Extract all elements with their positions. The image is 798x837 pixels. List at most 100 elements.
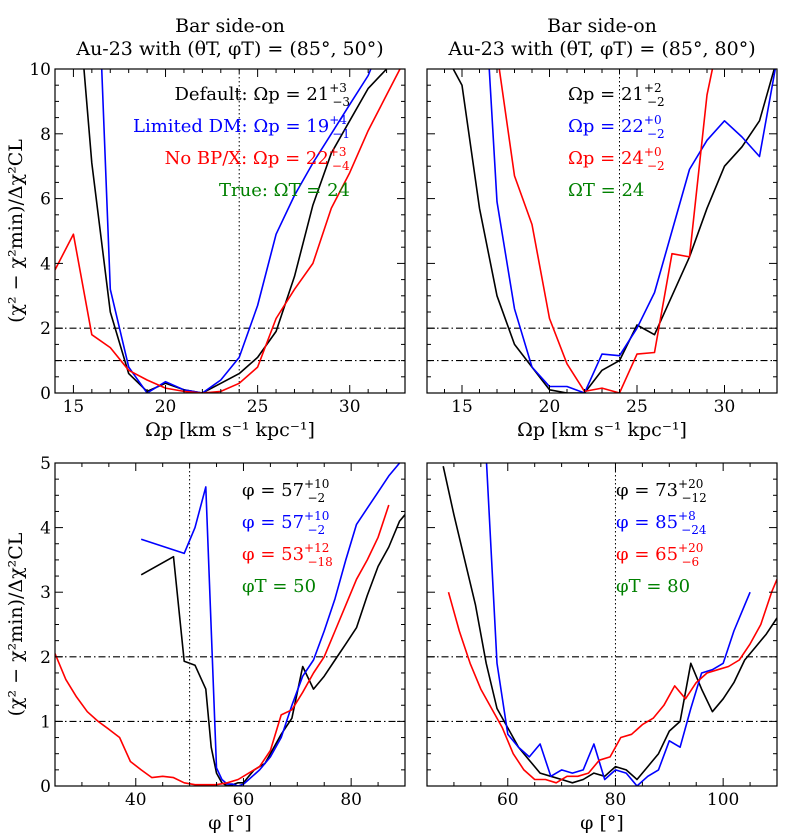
x-tick-label: 15 bbox=[63, 397, 85, 417]
annotation-1: φ = 57+10 −2 bbox=[242, 509, 329, 537]
series-line-default bbox=[83, 69, 388, 393]
annotation-upper-error: +3 bbox=[329, 81, 347, 95]
annotation-lower-error: −12 bbox=[681, 491, 706, 505]
annotation-lower-error: −1 bbox=[332, 127, 350, 141]
x-tick-label: 80 bbox=[605, 790, 627, 810]
title-top-left-1: Bar side-on bbox=[175, 15, 285, 37]
x-tick-label: 30 bbox=[714, 397, 736, 417]
series-line-limited-dm bbox=[140, 463, 401, 786]
series-group bbox=[55, 69, 401, 393]
annotation-2: φ = 53+12 −18 bbox=[242, 541, 333, 569]
annotation-upper-error: +0 bbox=[644, 113, 662, 127]
y-tick-label: 4 bbox=[40, 254, 51, 274]
annotation-upper-error: +3 bbox=[329, 145, 347, 159]
y-tick-label: 2 bbox=[40, 319, 51, 339]
annotation-value: φ = 57 bbox=[242, 480, 304, 501]
annotation-value: φT = 50 bbox=[242, 576, 316, 597]
series-line-default bbox=[140, 514, 405, 786]
annotation-1: φ = 85+8 −24 bbox=[616, 509, 707, 537]
y-tick-label: 8 bbox=[40, 125, 51, 145]
series-line-no-bp-x bbox=[447, 578, 777, 784]
x-tick-label: 25 bbox=[247, 397, 269, 417]
y-tick-label: 5 bbox=[40, 454, 51, 474]
series-line-no-bp-x bbox=[55, 69, 401, 393]
x-tick-label: 80 bbox=[340, 790, 362, 810]
annotation-upper-error: +12 bbox=[304, 541, 329, 555]
series-line-no-bp-x bbox=[55, 504, 390, 786]
annotation-0: Default: Ωp = 21+3 −3 bbox=[175, 81, 351, 109]
axes-frame bbox=[54, 462, 406, 787]
annotation-upper-error: +8 bbox=[678, 509, 696, 523]
annotation-0: Ωp = 21+2 −2 bbox=[568, 81, 665, 109]
annotation-1: Limited DM: Ωp = 19+4 −1 bbox=[133, 113, 350, 141]
annotation-0: φ = 73+20 −12 bbox=[616, 477, 707, 505]
y-tick-label: 3 bbox=[40, 583, 51, 603]
y-tick-label: 6 bbox=[40, 190, 51, 210]
annotation-upper-error: +2 bbox=[644, 81, 662, 95]
annotation-upper-error: +4 bbox=[329, 113, 347, 127]
annotation-2: Ωp = 24+0 −2 bbox=[568, 145, 665, 173]
annotation-value: φ = 85 bbox=[616, 512, 678, 533]
annotation-lower-error: −2 bbox=[647, 95, 665, 109]
annotation-1: Ωp = 22+0 −2 bbox=[568, 113, 665, 141]
annotation-value: Ωp = 24 bbox=[568, 148, 644, 169]
annotation-lower-error: −2 bbox=[647, 159, 665, 173]
series-line-limited-dm bbox=[100, 69, 372, 393]
annotation-3: True: ΩT = 24 bbox=[219, 180, 350, 201]
annotation-value: No BP/X: Ωp = 22 bbox=[165, 148, 329, 169]
annotation-lower-error: −2 bbox=[647, 127, 665, 141]
annotation-value: φ = 57 bbox=[242, 512, 304, 533]
x-tick-label: 20 bbox=[539, 397, 561, 417]
x-axis-label: φ [°] bbox=[580, 812, 624, 834]
annotation-2: φ = 65+20 −6 bbox=[616, 541, 703, 569]
title-top-left-2: Au-23 with (θT, φT) = (85°, 50°) bbox=[75, 38, 383, 60]
annotation-value: φ = 65 bbox=[616, 544, 678, 565]
y-tick-label: 0 bbox=[40, 777, 51, 797]
y-tick-label: 2 bbox=[40, 648, 51, 668]
annotation-3: φT = 50 bbox=[242, 576, 316, 597]
series-line-default bbox=[442, 466, 777, 784]
annotation-upper-error: +10 bbox=[304, 477, 329, 491]
title-top-right-2: Au-23 with (θT, φT) = (85°, 80°) bbox=[447, 38, 755, 60]
series-line-limited-dm bbox=[485, 463, 751, 786]
x-tick-label: 25 bbox=[626, 397, 648, 417]
y-tick-label: 10 bbox=[29, 60, 51, 80]
annotation-2: No BP/X: Ωp = 22+3 −4 bbox=[165, 145, 350, 173]
annotation-value: φT = 80 bbox=[616, 576, 690, 597]
annotation-value: Ωp = 22 bbox=[568, 116, 644, 137]
annotation-value: φ = 53 bbox=[242, 544, 304, 565]
annotation-lower-error: −2 bbox=[307, 491, 325, 505]
annotation-upper-error: +0 bbox=[644, 145, 662, 159]
annotation-lower-error: −3 bbox=[332, 95, 350, 109]
x-tick-label: 30 bbox=[339, 397, 361, 417]
x-axis-label: Ωp [km s⁻¹ kpc⁻¹] bbox=[145, 419, 315, 441]
annotation-lower-error: −6 bbox=[681, 555, 699, 569]
x-axis-label: Ωp [km s⁻¹ kpc⁻¹] bbox=[517, 419, 687, 441]
x-tick-label: 15 bbox=[451, 397, 473, 417]
annotation-value: True: ΩT = 24 bbox=[219, 180, 350, 201]
y-axis-label: (χ² − χ²min)/Δχ²CL bbox=[5, 139, 27, 323]
annotation-lower-error: −18 bbox=[307, 555, 332, 569]
annotation-lower-error: −2 bbox=[307, 523, 325, 537]
y-tick-label: 0 bbox=[40, 384, 51, 404]
annotation-value: Limited DM: Ωp = 19 bbox=[133, 116, 329, 137]
annotation-value: ΩT = 24 bbox=[568, 180, 644, 201]
y-tick-label: 4 bbox=[40, 519, 51, 539]
x-tick-label: 60 bbox=[233, 790, 255, 810]
x-tick-label: 60 bbox=[497, 790, 519, 810]
x-axis-label: φ [°] bbox=[208, 812, 252, 834]
x-tick-label: 20 bbox=[155, 397, 177, 417]
series-line-default bbox=[452, 69, 776, 393]
annotation-lower-error: −4 bbox=[332, 159, 350, 173]
x-tick-label: 40 bbox=[125, 790, 147, 810]
title-top-right-1: Bar side-on bbox=[547, 15, 657, 37]
annotation-value: Default: Ωp = 21 bbox=[175, 84, 330, 105]
series-group bbox=[442, 463, 777, 786]
annotation-3: φT = 80 bbox=[616, 576, 690, 597]
y-tick-label: 1 bbox=[40, 712, 51, 732]
panel-bottom-left: 40 60 80 0 1 2 3 4 5 φ [°] (χ² − χ²min)/Δχ²CL φ = 5… bbox=[5, 454, 406, 834]
series-group bbox=[452, 69, 777, 393]
